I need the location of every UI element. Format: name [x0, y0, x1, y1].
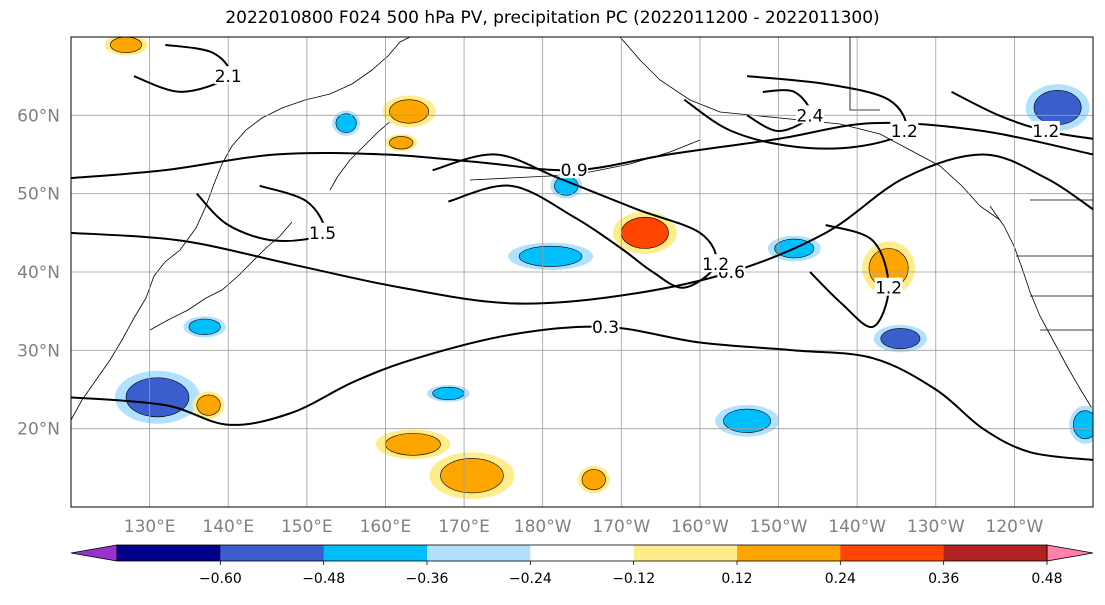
- lat-tick-label: 40°N: [17, 263, 60, 283]
- pc-shade-17: [196, 394, 221, 416]
- lon-tick-label: 120°W: [986, 517, 1044, 537]
- colorbar-segment: [220, 545, 325, 561]
- pc-shade-2: [432, 386, 465, 400]
- pv-contour-label-bg: [890, 121, 919, 139]
- pv-contour-label: 1.2: [891, 122, 918, 142]
- colorbar-segment: [840, 545, 945, 561]
- colorbar-tick-label: −0.48: [302, 571, 345, 587]
- pv-contour-label-bg: [214, 66, 243, 85]
- lon-tick-label: 180°W: [514, 517, 572, 537]
- pv-contour-label: 0.9: [561, 161, 588, 181]
- colorbar-tick-label: 0.36: [928, 571, 959, 587]
- lat-tick-label: 50°N: [17, 185, 60, 205]
- lon-tick-label: 140°W: [828, 517, 886, 537]
- lon-tick-label: 140°E: [202, 517, 254, 537]
- chart-title: 2022010800 F024 500 hPa PV, precipitatio…: [225, 8, 880, 28]
- lat-tick-label: 60°N: [17, 106, 60, 126]
- colorbar-segment: [427, 545, 531, 561]
- us-states: [849, 37, 1093, 331]
- colorbar-segment: [117, 545, 221, 561]
- pc-shade-16: [110, 37, 143, 53]
- aleutian-chain: [469, 139, 701, 181]
- pc-shade-10: [335, 113, 357, 133]
- colorbar-segment: [943, 545, 1048, 561]
- japan-coastline: [149, 221, 293, 331]
- colorbar-extend-high: [1046, 544, 1094, 562]
- pv-contour-6: [683, 75, 907, 150]
- colorbar-tick-label: −0.36: [406, 571, 449, 587]
- pv-contour-label-bg: [1031, 121, 1060, 139]
- pc-shade-3: [518, 245, 583, 267]
- lon-tick-label: 160°W: [671, 517, 729, 537]
- latitude-tick-labels: 20°N 30°N 40°N 50°N 60°N: [17, 106, 60, 439]
- pv-contour-label: 1.2: [875, 279, 902, 299]
- pv-contour-labels: 0.30.60.91.21.21.51.22.12.41.2: [214, 66, 1060, 338]
- pv-contour-label: 0.3: [592, 318, 619, 338]
- lat-tick-label: 20°N: [17, 420, 60, 440]
- colorbar-tick-label: −0.12: [612, 571, 655, 587]
- pc-shade-11: [621, 216, 669, 249]
- pc-shade-6: [1033, 89, 1082, 126]
- map-frame: [70, 36, 1094, 508]
- pv-contour-label-bg: [308, 222, 337, 241]
- pv-contour-label: 2.4: [796, 106, 823, 126]
- pv-contour-label-bg: [701, 254, 730, 273]
- longitude-tick-labels: 130°E 140°E 150°E 160°E 170°E 180°W 170°W 160°W…: [124, 517, 1044, 537]
- colorbar-segment: [633, 545, 738, 561]
- colorbar-extend-low: [70, 544, 118, 562]
- lat-tick-label: 30°N: [17, 341, 60, 361]
- pv-contour-5: [196, 184, 325, 242]
- pv-contour-label: 1.5: [309, 224, 336, 244]
- pc-shade-4: [723, 408, 771, 433]
- pv-contour-label: 2.1: [215, 67, 242, 87]
- pv-contour-label-bg: [874, 277, 903, 296]
- pc-shade-13: [385, 433, 441, 456]
- colorbar-tick-label: 0.48: [1031, 571, 1062, 587]
- lon-tick-label: 130°E: [124, 517, 176, 537]
- colorbar-tick-label: −0.24: [509, 571, 552, 587]
- pc-shading: [104, 37, 1093, 499]
- colorbar: [70, 544, 1094, 562]
- lon-tick-label: 160°E: [360, 517, 412, 537]
- pv-contour-label: 1.2: [702, 255, 729, 275]
- lon-tick-label: 170°W: [592, 517, 650, 537]
- pc-shade-18: [581, 469, 606, 491]
- coastlines: [71, 37, 1093, 421]
- colorbar-segment: [737, 545, 841, 561]
- lon-tick-label: 150°W: [750, 517, 808, 537]
- pc-shade-19: [389, 136, 414, 150]
- pc-shade-0: [125, 377, 190, 418]
- pc-shade-5: [880, 328, 921, 350]
- pv-contour-label-bg: [591, 316, 620, 335]
- colorbar-tick-labels: −0.60 −0.48 −0.36 −0.24 −0.12 0.12 0.24 0.36 0.4…: [199, 561, 1063, 587]
- pc-shade-7: [1073, 410, 1093, 440]
- pc-shade-12: [440, 458, 504, 494]
- pv-contour-label: 1.2: [1032, 122, 1059, 142]
- asia-coastline: [71, 37, 411, 421]
- colorbar-frame: [116, 544, 1048, 562]
- pv-contour-label-bg: [795, 105, 824, 124]
- lon-tick-label: 150°E: [281, 517, 333, 537]
- colorbar-segment: [323, 545, 428, 561]
- pv-contour-label-bg: [560, 160, 589, 179]
- colorbar-tick-label: 0.12: [721, 571, 752, 587]
- pc-shade-1: [188, 318, 221, 335]
- lon-tick-label: 170°E: [438, 517, 490, 537]
- colorbar-tick-label: 0.24: [825, 571, 856, 587]
- pv-contour-9: [809, 224, 890, 328]
- map-gridlines: [71, 37, 1093, 507]
- colorbar-segment: [530, 545, 635, 561]
- pv-contour-4: [951, 90, 1093, 140]
- colorbar-tick-label: −0.60: [199, 571, 242, 587]
- lon-tick-label: 130°W: [907, 517, 965, 537]
- pv-contour-1: [71, 153, 1093, 305]
- north-america-coastline: [989, 205, 1093, 411]
- pv-contour-3: [432, 153, 718, 289]
- pc-shade-14: [389, 99, 429, 124]
